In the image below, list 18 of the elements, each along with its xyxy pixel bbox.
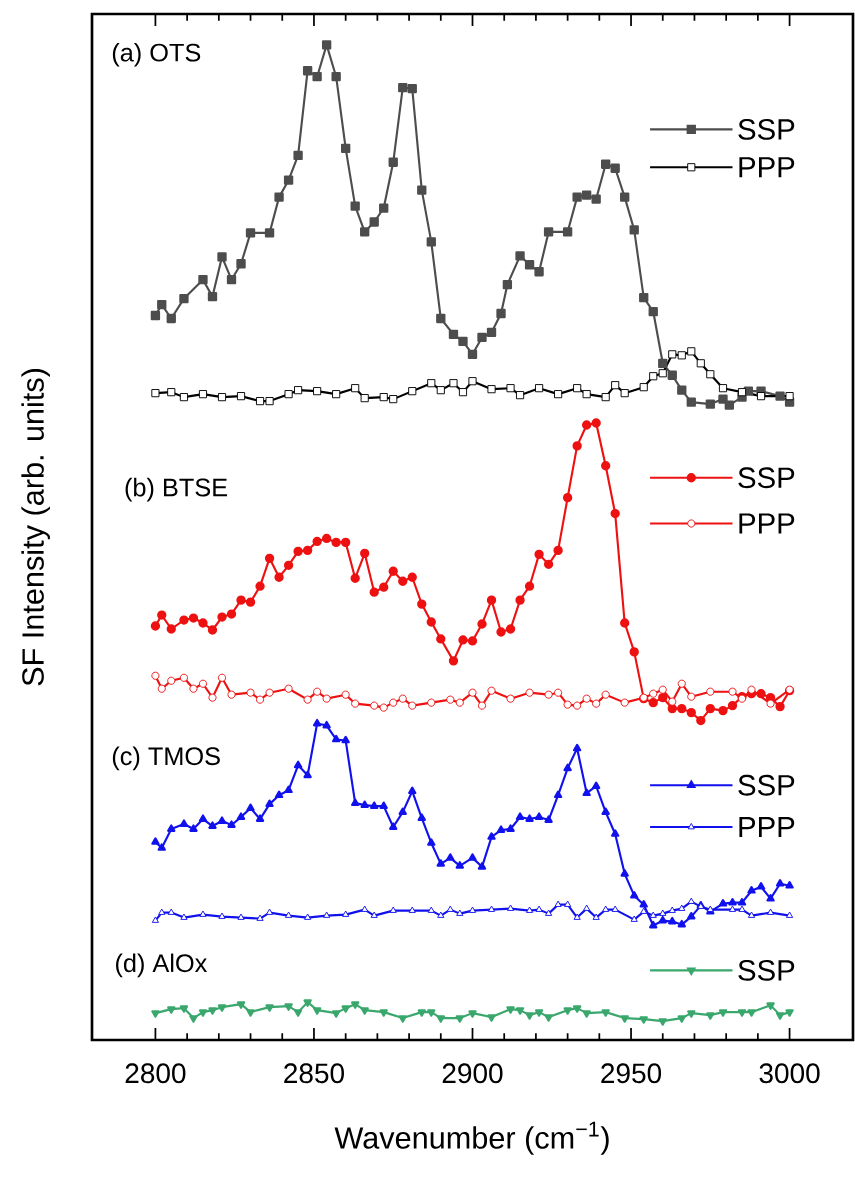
legend-label: SSP [738,119,795,140]
x-axis-title: Wavenumber (cm$^{−1}$) [334,1121,609,1155]
legend-label: SSP [738,774,795,796]
legend-label: SSP [738,467,795,489]
x-tick-label: 2800 [125,1063,186,1084]
annotation: (a) OTS [112,42,201,67]
x-tick-label: 2950 [601,1063,662,1084]
x-tick-label: 2900 [442,1063,503,1084]
legend-label: SSP [738,959,795,981]
legend-label: PPP [739,816,795,838]
annotation: (c) TMOS [112,746,220,771]
y-axis-title: SF Intensity (arb. units) [21,368,50,686]
x-tick-label: 3000 [759,1063,820,1084]
annotation: (b) BTSE [125,477,228,502]
legend-label: PPP [739,513,795,534]
x-tick-label: 2850 [284,1063,344,1084]
legend-label: PPP [739,157,795,178]
annotation: (d) AlOx [116,953,208,978]
